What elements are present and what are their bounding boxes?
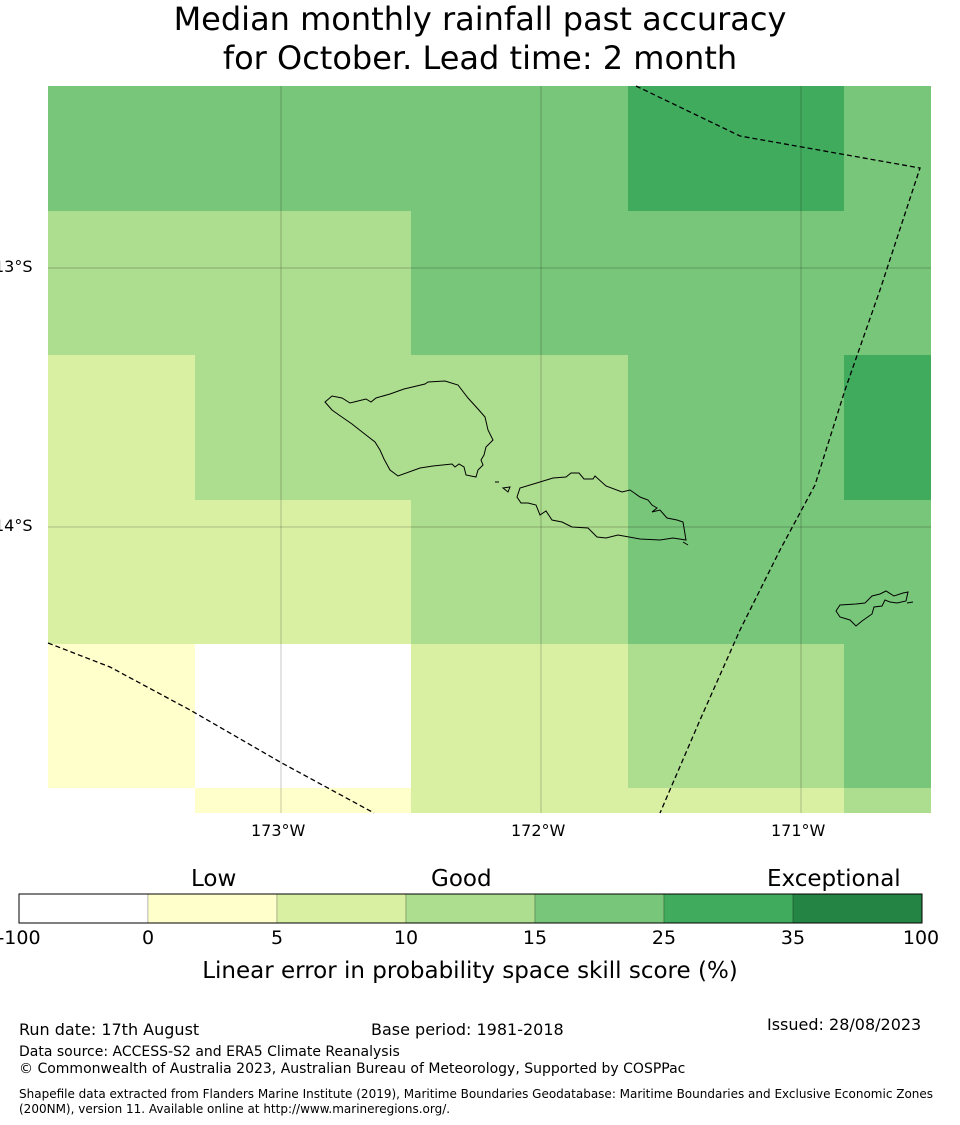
lat-label-14s: 14°S [0, 516, 33, 535]
lat-label-13s: 13°S [0, 257, 33, 276]
colorbar-axis-label: Linear error in probability space skill … [202, 958, 738, 984]
grid-cell-r2-c3 [541, 355, 628, 500]
coastlines [324, 380, 914, 627]
grid-cell-r1-c3 [541, 211, 628, 355]
grid-cell-r2-c2 [411, 355, 541, 500]
colorbar [18, 893, 923, 924]
base-period: Base period: 1981-2018 [371, 1020, 564, 1039]
category-good: Good [431, 866, 492, 892]
upolu-tip [682, 541, 689, 546]
apolima-islet [501, 486, 511, 493]
lon-label-173w: 173°W [251, 821, 306, 840]
grid-cell-r2-c1 [195, 355, 411, 500]
colorbar-segment-0-to-5 [147, 893, 278, 924]
grid-cell-r4-c0 [48, 644, 195, 788]
graticule [48, 86, 931, 813]
grid-cell-r2-c5 [844, 355, 931, 500]
shapefile-credit: Shapefile data extracted from Flanders M… [19, 1087, 934, 1116]
title-line-1: Median monthly rainfall past accuracy [173, 0, 787, 38]
grid-cell-r5-c2 [411, 788, 541, 813]
eez-boundary-south-west [47, 642, 375, 814]
grid-cell-r3-c0 [48, 500, 195, 644]
grid-cell-r4-c2 [411, 644, 541, 788]
grid-cell-r5-c3 [541, 788, 628, 813]
tutuila-island [835, 590, 909, 627]
lon-label-172w: 172°W [511, 821, 566, 840]
grid-cell-r3-c3 [541, 500, 628, 644]
title-line-2: for October. Lead time: 2 month [222, 39, 738, 77]
grid-cell-r5-c0 [48, 788, 195, 813]
grid-cell-r5-c5 [844, 788, 931, 813]
grid-cell-r3-c2 [411, 500, 541, 644]
cb-tick-100: 100 [902, 927, 940, 949]
upolu-island [516, 472, 687, 541]
grid-cell-r4-c3 [541, 644, 628, 788]
aunuu-islet [906, 601, 914, 604]
colorbar-segment-25-to-35 [663, 893, 794, 924]
grid-cell-r1-c2 [411, 211, 541, 355]
run-date: Run date: 17th August [19, 1020, 200, 1039]
eez-boundary-north-east [635, 85, 921, 814]
cb-tick-35: 35 [780, 927, 806, 949]
grid-cell-r0-c5 [844, 86, 931, 211]
grid-cell-r2-c4 [628, 355, 844, 500]
colorbar-segment-15-to-25 [534, 893, 665, 924]
cb-tick-minus100: -100 [0, 927, 41, 949]
cb-tick-10: 10 [393, 927, 419, 949]
cb-tick-25: 25 [651, 927, 677, 949]
grid-cell-r3-c5 [844, 500, 931, 644]
grid-cell-r1-c0 [48, 211, 195, 355]
issued-date: Issued: 28/08/2023 [767, 1015, 922, 1034]
grid-cell-r0-c1 [195, 86, 411, 211]
maritime-boundaries [47, 85, 921, 814]
grid-cell-r4-c4 [628, 644, 844, 788]
cb-tick-5: 5 [270, 927, 284, 949]
grid-cell-r3-c4 [628, 500, 844, 644]
grid-cell-r1-c4 [628, 211, 844, 355]
grid-cell-r2-c0 [48, 355, 195, 500]
colorbar-segment--100-to-0 [18, 893, 149, 924]
colorbar-segment-35-to-100 [792, 893, 923, 924]
cb-tick-15: 15 [522, 927, 548, 949]
savaii-island [324, 380, 494, 478]
grid-cell-r0-c0 [48, 86, 195, 211]
colorbar-segment-10-to-15 [405, 893, 536, 924]
grid-cell-r0-c2 [411, 86, 541, 211]
grid-cell-r1-c5 [844, 211, 931, 355]
copyright-notice: © Commonwealth of Australia 2023, Austra… [19, 1061, 686, 1077]
grid-cell-r3-c1 [195, 500, 411, 644]
map-title: Median monthly rainfall past accuracy fo… [0, 0, 960, 78]
grid-cell-r1-c1 [195, 211, 411, 355]
colorbar-segment-5-to-10 [276, 893, 407, 924]
grid-cell-r5-c1 [195, 788, 411, 813]
lon-label-171w: 171°W [771, 821, 826, 840]
grid-cell-r4-c5 [844, 644, 931, 788]
cb-tick-0: 0 [141, 927, 155, 949]
grid-cell-r5-c4 [628, 788, 844, 813]
skill-grid [48, 86, 931, 813]
data-source: Data source: ACCESS-S2 and ERA5 Climate … [19, 1044, 400, 1060]
category-exceptional: Exceptional [767, 866, 901, 892]
grid-cell-r0-c3 [541, 86, 628, 211]
colorbar-frame [18, 893, 923, 924]
grid-cell-r4-c1 [195, 644, 411, 788]
category-low: Low [191, 866, 237, 892]
